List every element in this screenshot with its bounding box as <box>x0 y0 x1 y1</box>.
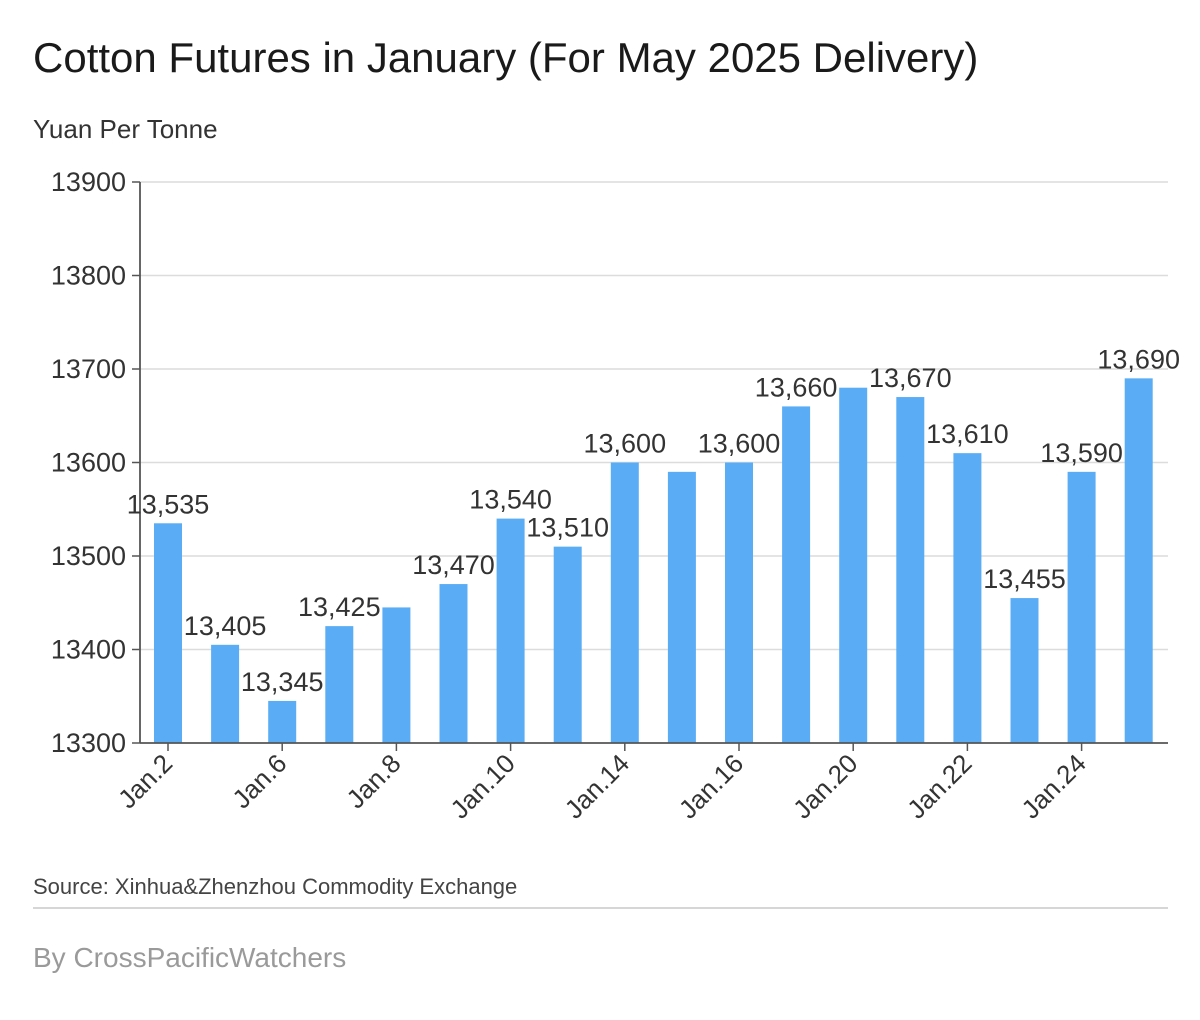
data-label: 13,535 <box>127 489 210 519</box>
data-label: 13,455 <box>983 564 1066 594</box>
data-labels: 13,53513,40513,34513,42513,47013,54013,5… <box>127 344 1180 697</box>
chart-title: Cotton Futures in January (For May 2025 … <box>33 34 979 81</box>
y-tick-label: 13400 <box>51 635 126 665</box>
y-tick-labels: 13300 13400 13500 13600 13700 13800 13900 <box>51 167 126 758</box>
y-tick-label: 13900 <box>51 167 126 197</box>
bar <box>439 584 468 743</box>
bar <box>1067 471 1096 743</box>
bar <box>839 387 868 743</box>
bar <box>953 453 982 743</box>
y-tick-label: 13500 <box>51 541 126 571</box>
data-label: 13,590 <box>1040 438 1123 468</box>
data-label: 13,470 <box>412 550 495 580</box>
data-label: 13,540 <box>469 485 552 515</box>
bar <box>782 406 811 743</box>
x-tick-label: Jan.24 <box>1015 748 1091 824</box>
x-tick-label: Jan.14 <box>559 748 635 824</box>
data-label: 13,660 <box>755 372 838 402</box>
footer-divider <box>33 907 1168 909</box>
bar <box>725 462 753 743</box>
bar <box>896 397 925 743</box>
bar <box>667 471 696 743</box>
bar <box>1010 598 1039 743</box>
bar <box>211 644 240 743</box>
bar <box>610 462 639 743</box>
bar <box>553 546 582 743</box>
data-label: 13,670 <box>869 363 952 393</box>
data-label: 13,510 <box>526 513 609 543</box>
y-tick-label: 13300 <box>51 728 126 758</box>
byline: By CrossPacificWatchers <box>33 942 347 973</box>
x-tick-label: Jan.6 <box>226 748 292 814</box>
bar <box>268 700 297 743</box>
bar <box>496 518 525 743</box>
x-tick-label: Jan.22 <box>901 748 977 824</box>
data-label: 13,405 <box>184 611 267 641</box>
data-label: 13,600 <box>698 429 781 459</box>
x-tick-labels: Jan.2 Jan.6 Jan.8 Jan.10 Jan.14 Jan.16 Jan.20 J… <box>112 748 1092 824</box>
bars <box>154 378 1153 743</box>
x-tick-label: Jan.20 <box>787 748 863 824</box>
x-tick-label: Jan.10 <box>444 748 520 824</box>
source-note: Source: Xinhua&Zhenzhou Commodity Exchan… <box>33 874 518 899</box>
axes <box>132 181 1168 751</box>
data-label: 13,690 <box>1097 344 1180 374</box>
data-label: 13,425 <box>298 592 381 622</box>
data-label: 13,600 <box>584 429 667 459</box>
y-tick-label: 13800 <box>51 261 126 291</box>
bar <box>325 626 354 743</box>
bar <box>382 607 411 743</box>
y-tick-label: 13700 <box>51 354 126 384</box>
x-tick-label: Jan.16 <box>673 748 749 824</box>
y-tick-label: 13600 <box>51 448 126 478</box>
bar-chart: 13300 13400 13500 13600 13700 13800 13900 Jan.… <box>51 167 1180 824</box>
bar <box>1124 378 1153 743</box>
bar <box>154 523 182 743</box>
y-axis-unit-label: Yuan Per Tonne <box>33 114 218 144</box>
data-label: 13,610 <box>926 419 1009 449</box>
x-tick-label: Jan.8 <box>340 748 406 814</box>
gridlines <box>140 181 1168 651</box>
data-label: 13,345 <box>241 667 324 697</box>
